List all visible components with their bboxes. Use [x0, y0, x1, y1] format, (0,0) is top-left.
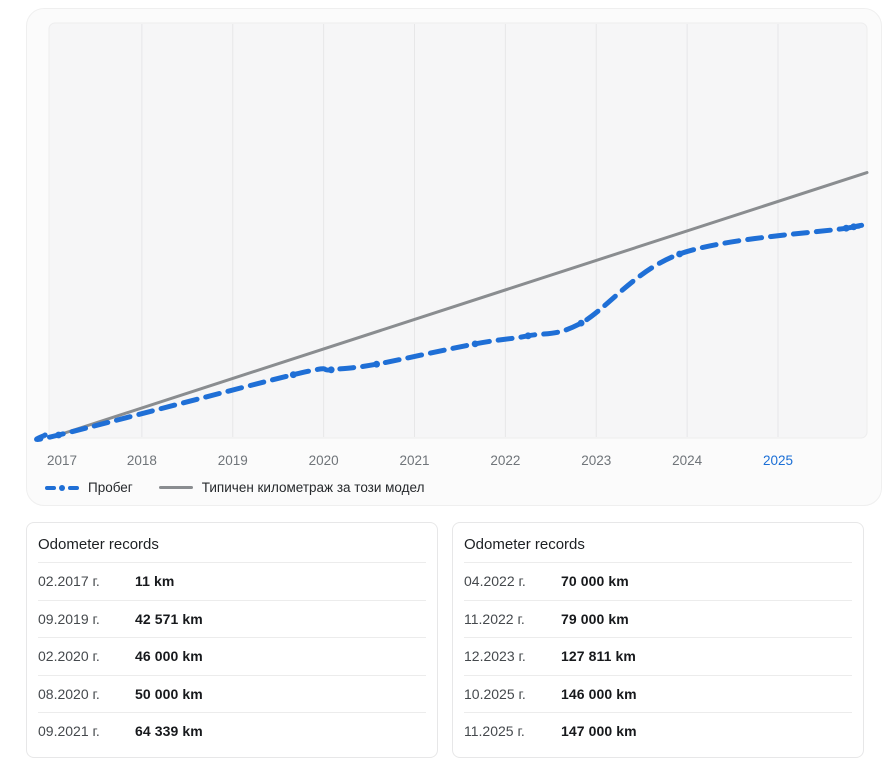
record-value: 42 571 km — [135, 610, 203, 627]
record-value: 79 000 km — [561, 610, 629, 627]
record-date: 02.2017 г. — [38, 573, 100, 590]
table-title: Odometer records — [464, 536, 585, 553]
table-title: Odometer records — [38, 536, 159, 553]
mileage-chart-card: 2017 2018 2019 2020 2021 2022 2023 2024 2025 Про… — [26, 8, 882, 506]
odometer-table-right: Odometer records 04.2022 г. 70 000 km 11.2… — [452, 522, 864, 758]
record-value: 64 339 km — [135, 723, 203, 740]
record-date: 10.2025 г. — [464, 685, 526, 702]
legend-typical-label: Типичен километраж за този модел — [201, 480, 425, 495]
legend-mileage-label: Пробег — [88, 480, 133, 495]
x-tick-2018[interactable]: 2018 — [126, 453, 157, 468]
x-tick-2020[interactable]: 2020 — [308, 453, 339, 468]
record-date: 02.2020 г. — [38, 648, 100, 665]
mileage-point-04.2022[interactable] — [524, 332, 532, 340]
record-date: 11.2022 г. — [464, 610, 525, 627]
table-row: 11.2025 г. 147 000 km — [464, 712, 852, 750]
record-date: 12.2023 г. — [464, 648, 526, 665]
x-axis: 2017 2018 2019 2020 2021 2022 2023 2024 2025 — [27, 453, 881, 471]
typical-line-icon — [158, 486, 193, 489]
table-body: 04.2022 г. 70 000 km 11.2022 г. 79 000 km 12… — [453, 562, 863, 750]
table-row: 02.2017 г. 11 km — [38, 562, 426, 600]
record-date: 11.2025 г. — [464, 723, 525, 740]
mileage-point-10.2025[interactable] — [842, 224, 850, 232]
record-date: 09.2021 г. — [38, 723, 100, 740]
record-date: 04.2022 г. — [464, 573, 526, 590]
table-row: 12.2023 г. 127 811 km — [464, 637, 852, 675]
table-row: 10.2025 г. 146 000 km — [464, 674, 852, 713]
odometer-tables: Odometer records 02.2017 г. 11 km 09.2019 … — [26, 522, 864, 758]
table-row: 09.2021 г. 64 339 km — [38, 712, 426, 750]
mileage-point-08.2020[interactable] — [373, 360, 380, 368]
x-tick-2023[interactable]: 2023 — [581, 453, 612, 468]
record-value: 70 000 km — [561, 573, 629, 590]
mileage-point-02.2020[interactable] — [327, 366, 335, 374]
table-row: 02.2020 г. 46 000 km — [38, 637, 426, 675]
mileage-chart-plot[interactable] — [27, 9, 883, 507]
table-row: 11.2022 г. 79 000 km — [464, 599, 852, 638]
legend-item-typical[interactable]: Типичен километраж за този модел — [158, 480, 425, 495]
mileage-line-icon — [45, 484, 79, 491]
record-value: 46 000 km — [135, 648, 203, 665]
table-row: 08.2020 г. 50 000 km — [38, 674, 426, 713]
mileage-line[interactable] — [34, 221, 870, 442]
mileage-point-11.2022[interactable] — [577, 319, 585, 327]
record-date: 09.2019 г. — [38, 610, 100, 627]
x-tick-2021[interactable]: 2021 — [399, 453, 430, 468]
mileage-point-09.2019[interactable] — [289, 371, 297, 379]
odometer-table-left: Odometer records 02.2017 г. 11 km 09.2019 … — [26, 522, 438, 758]
mileage-point-09.2021[interactable] — [471, 340, 479, 348]
record-date: 08.2020 г. — [38, 685, 100, 702]
x-tick-2017[interactable]: 2017 — [46, 453, 78, 468]
x-tick-2019[interactable]: 2019 — [217, 453, 248, 468]
record-value: 147 000 km — [561, 723, 637, 740]
mileage-point-11.2025[interactable] — [850, 223, 858, 231]
x-tick-2022[interactable]: 2022 — [490, 453, 521, 468]
record-value: 50 000 km — [135, 685, 203, 702]
chart-legend: Пробег Типичен километраж за този модел — [45, 480, 424, 495]
table-row: 09.2019 г. 42 571 km — [38, 599, 426, 638]
record-value: 11 km — [135, 573, 175, 590]
record-value: 146 000 km — [561, 685, 637, 702]
table-row: 04.2022 г. 70 000 km — [464, 562, 852, 600]
legend-item-mileage[interactable]: Пробег — [45, 480, 133, 495]
x-tick-2024[interactable]: 2024 — [672, 453, 703, 468]
plot-area — [48, 22, 868, 439]
record-value: 127 811 km — [561, 648, 636, 665]
x-tick-2025[interactable]: 2025 — [762, 453, 794, 468]
mileage-point-02.2017[interactable] — [55, 431, 62, 439]
typical-mileage-line — [57, 171, 869, 437]
table-body: 02.2017 г. 11 km 09.2019 г. 42 571 km 02.202… — [27, 562, 437, 750]
mileage-point-12.2023[interactable] — [676, 250, 683, 258]
